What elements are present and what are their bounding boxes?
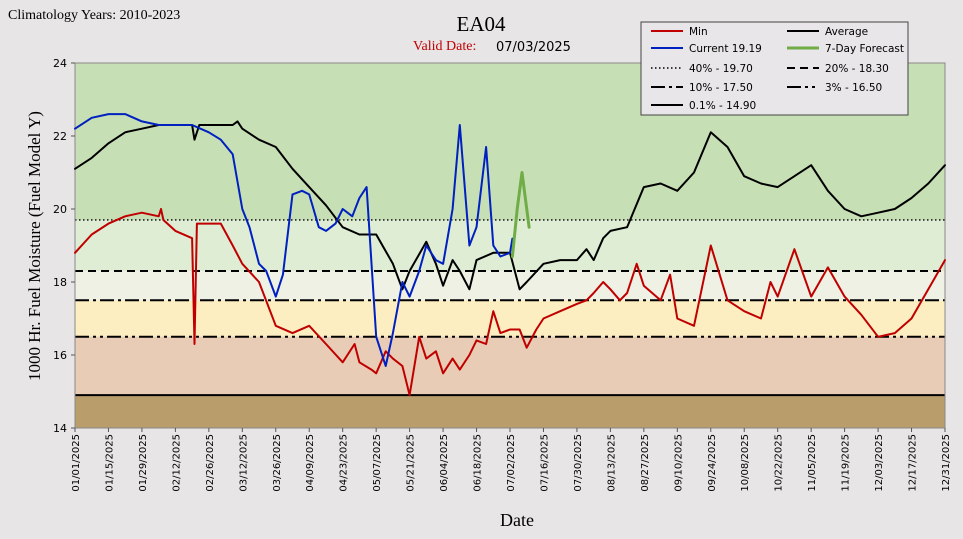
x-tick-label-22: 11/05/2025 xyxy=(807,434,818,492)
x-tick-label-14: 07/16/2025 xyxy=(540,434,551,492)
x-tick-label-13: 07/02/2025 xyxy=(506,434,517,492)
y-tick-label-4: 22 xyxy=(53,130,67,143)
legend-label-2: Current 19.19 xyxy=(689,43,762,55)
legend-label-7: 3% - 16.50 xyxy=(825,82,882,94)
y-axis: 14 16 18 20 22 24 xyxy=(53,57,75,435)
x-tick-label-25: 12/17/2025 xyxy=(908,434,919,492)
legend-box xyxy=(640,21,909,116)
x-tick-label-8: 04/23/2025 xyxy=(339,434,350,492)
x-tick-label-23: 11/19/2025 xyxy=(841,434,852,492)
band-1 xyxy=(75,219,945,272)
x-tick-label-11: 06/04/2025 xyxy=(439,434,450,492)
legend-label-5: 20% - 18.30 xyxy=(825,63,889,75)
series-line-2 xyxy=(74,113,514,367)
x-tick-label-20: 10/08/2025 xyxy=(740,434,751,492)
climatology-years: Climatology Years: 2010-2023 xyxy=(8,8,180,23)
valid-date-label: Valid Date: xyxy=(413,39,476,54)
x-tick-label-21: 10/22/2025 xyxy=(774,434,785,492)
x-tick-label-6: 03/26/2025 xyxy=(272,434,283,492)
valid-date-value: 07/03/2025 xyxy=(496,40,571,55)
x-tick-label-0: 01/01/2025 xyxy=(71,434,82,492)
legend-label-1: Average xyxy=(825,26,868,38)
percentile-bands xyxy=(75,63,945,428)
x-tick-label-10: 05/21/2025 xyxy=(406,434,417,492)
x-tick-label-2: 01/29/2025 xyxy=(138,434,149,492)
x-axis: 01/01/2025 01/15/2025 01/29/2025 02/12/2025… xyxy=(71,428,952,492)
band-3 xyxy=(75,300,945,337)
series-lines xyxy=(74,113,946,397)
x-tick-label-1: 01/15/2025 xyxy=(105,434,116,492)
series-line-3 xyxy=(510,171,531,258)
x-tick-label-24: 12/03/2025 xyxy=(874,434,885,492)
band-5 xyxy=(75,395,945,428)
x-tick-label-7: 04/09/2025 xyxy=(305,434,316,492)
legend: Min Average Current 19.19 7-Day Forecast 40%… xyxy=(640,21,909,116)
x-tick-label-16: 08/13/2025 xyxy=(606,434,617,492)
chart-title: EA04 xyxy=(457,12,506,36)
x-tick-label-19: 09/24/2025 xyxy=(707,434,718,492)
x-tick-label-15: 07/30/2025 xyxy=(573,434,584,492)
x-tick-label-5: 03/12/2025 xyxy=(238,434,249,492)
threshold-lines xyxy=(75,219,945,397)
legend-label-3: 7-Day Forecast xyxy=(825,43,904,55)
y-tick-label-0: 14 xyxy=(53,422,67,435)
x-tick-label-26: 12/31/2025 xyxy=(941,434,952,492)
x-tick-label-17: 08/27/2025 xyxy=(640,434,651,492)
band-2 xyxy=(75,271,945,301)
y-axis-label: 1000 Hr. Fuel Moisture (Fuel Model Y) xyxy=(25,111,44,381)
legend-label-6: 10% - 17.50 xyxy=(689,82,753,94)
series-line-0 xyxy=(74,120,946,291)
y-tick-label-1: 16 xyxy=(53,349,67,362)
x-tick-label-3: 02/12/2025 xyxy=(171,434,182,492)
x-tick-label-4: 02/26/2025 xyxy=(205,434,216,492)
x-axis-label: Date xyxy=(500,510,534,530)
y-tick-label-5: 24 xyxy=(53,57,67,70)
legend-label-4: 40% - 19.70 xyxy=(689,63,753,75)
band-4 xyxy=(75,336,945,396)
x-tick-label-9: 05/07/2025 xyxy=(372,434,383,492)
legend-label-0: Min xyxy=(689,26,708,38)
x-tick-label-12: 06/18/2025 xyxy=(473,434,484,492)
x-tick-label-18: 09/10/2025 xyxy=(673,434,684,492)
legend-label-8: 0.1% - 14.90 xyxy=(689,100,756,112)
y-tick-label-3: 20 xyxy=(53,203,67,216)
series-line-1 xyxy=(74,208,946,397)
y-tick-label-2: 18 xyxy=(53,276,67,289)
